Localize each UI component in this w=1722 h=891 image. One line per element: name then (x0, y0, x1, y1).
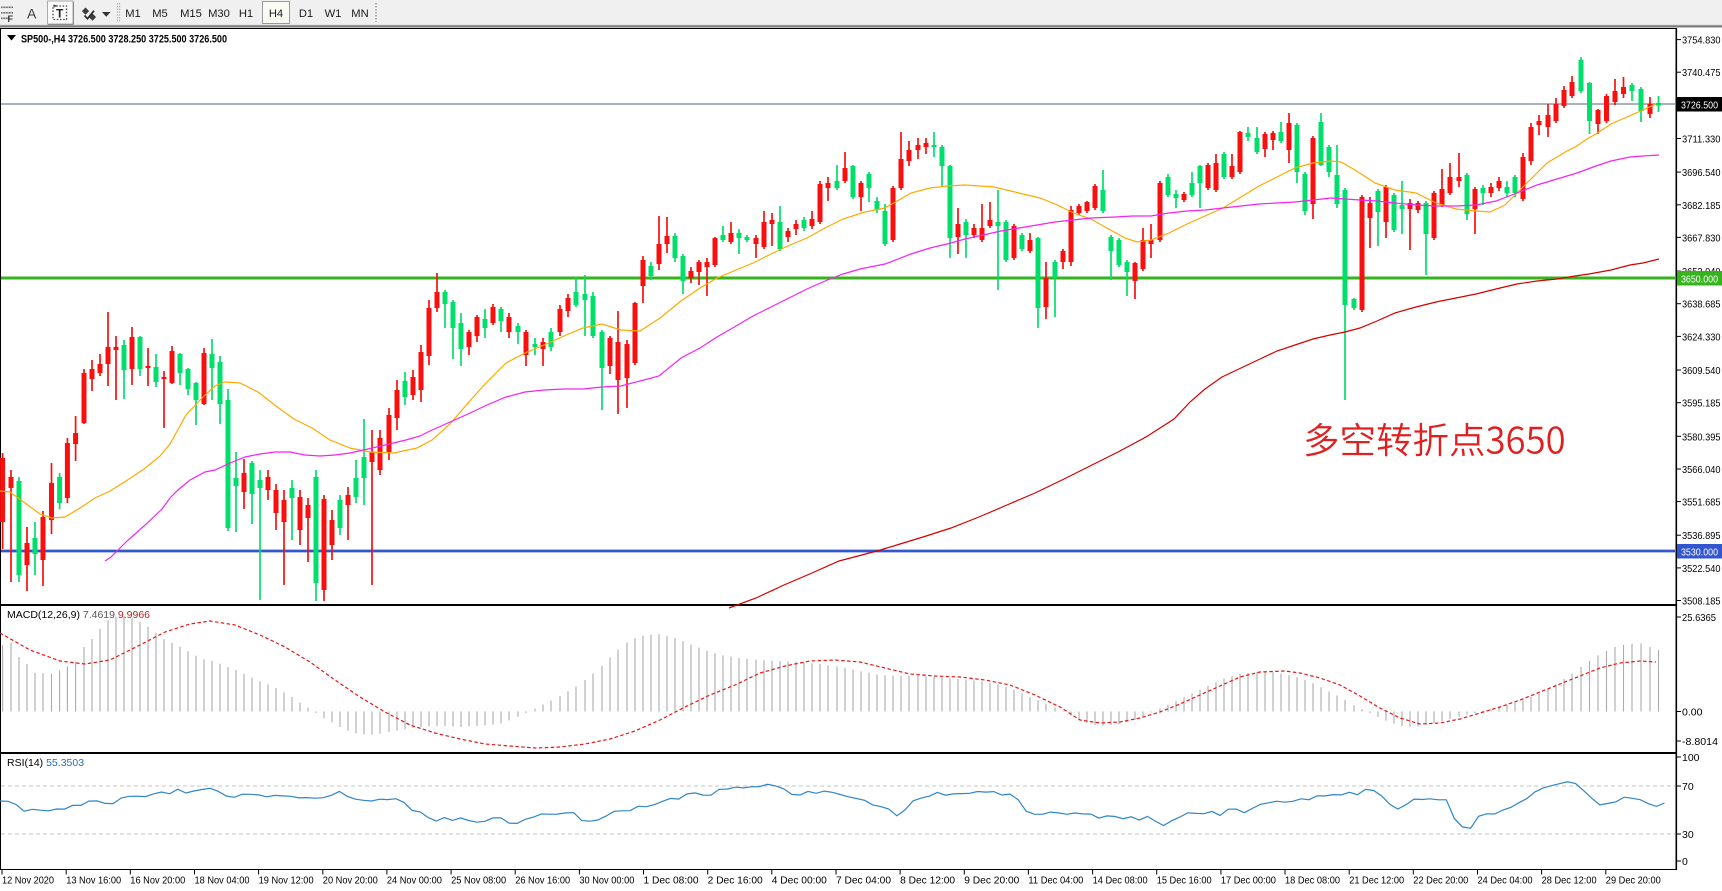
svg-text:3530.000: 3530.000 (1681, 547, 1718, 559)
svg-text:28 Dec 12:00: 28 Dec 12:00 (1542, 876, 1597, 887)
svg-text:3536.895: 3536.895 (1682, 530, 1721, 542)
svg-text:M1: M1 (125, 8, 141, 20)
svg-text:M30: M30 (208, 8, 230, 20)
svg-text:3711.330: 3711.330 (1682, 134, 1721, 146)
svg-text:3726.500: 3726.500 (1681, 100, 1718, 112)
svg-text:24 Dec 04:00: 24 Dec 04:00 (1478, 876, 1533, 887)
svg-text:24 Nov 00:00: 24 Nov 00:00 (387, 876, 442, 887)
svg-text:22 Dec 20:00: 22 Dec 20:00 (1413, 876, 1468, 887)
svg-text:17 Dec 00:00: 17 Dec 00:00 (1221, 876, 1276, 887)
svg-text:26 Nov 16:00: 26 Nov 16:00 (515, 876, 570, 887)
svg-text:30: 30 (1682, 829, 1694, 841)
svg-text:RSI(14) 55.3503: RSI(14) 55.3503 (7, 757, 84, 769)
svg-text:SP500-,H4 3726.500 3728.250 3: SP500-,H4 3726.500 3728.250 3725.500 372… (21, 34, 227, 46)
svg-text:21 Dec 12:00: 21 Dec 12:00 (1349, 876, 1404, 887)
svg-text:A: A (27, 6, 37, 22)
svg-text:12 Nov 2020: 12 Nov 2020 (2, 876, 54, 887)
svg-text:3508.185: 3508.185 (1682, 596, 1721, 608)
svg-text:1 Dec 08:00: 1 Dec 08:00 (644, 876, 699, 887)
svg-text:M15: M15 (180, 8, 202, 20)
svg-text:8 Dec 12:00: 8 Dec 12:00 (900, 876, 955, 887)
svg-text:D1: D1 (299, 8, 313, 20)
svg-text:H4: H4 (269, 8, 283, 20)
svg-text:T: T (56, 7, 64, 21)
svg-text:13 Nov 16:00: 13 Nov 16:00 (66, 876, 121, 887)
svg-text:70: 70 (1682, 781, 1694, 793)
svg-text:W1: W1 (325, 8, 342, 20)
svg-text:9 Dec 20:00: 9 Dec 20:00 (964, 876, 1019, 887)
svg-text:3650.000: 3650.000 (1681, 274, 1718, 286)
svg-text:30 Nov 00:00: 30 Nov 00:00 (579, 876, 634, 887)
svg-text:18 Nov 04:00: 18 Nov 04:00 (195, 876, 250, 887)
svg-text:3522.540: 3522.540 (1682, 563, 1721, 575)
svg-text:14 Dec 08:00: 14 Dec 08:00 (1093, 876, 1148, 887)
svg-text:2 Dec 16:00: 2 Dec 16:00 (708, 876, 763, 887)
svg-text:3609.540: 3609.540 (1682, 365, 1721, 377)
svg-text:3624.330: 3624.330 (1682, 331, 1721, 343)
svg-text:3566.040: 3566.040 (1682, 464, 1721, 476)
svg-text:3667.830: 3667.830 (1682, 232, 1721, 244)
svg-text:11 Dec 04:00: 11 Dec 04:00 (1028, 876, 1083, 887)
svg-text:3740.475: 3740.475 (1682, 67, 1721, 79)
svg-text:16 Nov 20:00: 16 Nov 20:00 (130, 876, 185, 887)
svg-text:4 Dec 00:00: 4 Dec 00:00 (772, 876, 827, 887)
svg-text:29 Dec 20:00: 29 Dec 20:00 (1606, 876, 1661, 887)
svg-text:18 Dec 08:00: 18 Dec 08:00 (1285, 876, 1340, 887)
svg-text:-8.8014: -8.8014 (1682, 736, 1718, 748)
svg-text:7 Dec 04:00: 7 Dec 04:00 (836, 876, 891, 887)
svg-text:M5: M5 (152, 8, 168, 20)
svg-text:0.00: 0.00 (1682, 707, 1703, 719)
svg-text:MN: MN (351, 8, 368, 20)
svg-text:3551.685: 3551.685 (1682, 497, 1721, 509)
svg-text:3754.830: 3754.830 (1682, 35, 1721, 47)
svg-text:25 Nov 08:00: 25 Nov 08:00 (451, 876, 506, 887)
svg-text:F: F (8, 14, 14, 24)
svg-text:MACD(12,26,9) 7.4619 9.9966: MACD(12,26,9) 7.4619 9.9966 (7, 609, 150, 621)
svg-text:25.6365: 25.6365 (1682, 612, 1716, 624)
svg-text:3682.185: 3682.185 (1682, 200, 1721, 212)
svg-text:20 Nov 20:00: 20 Nov 20:00 (323, 876, 378, 887)
svg-text:19 Nov 12:00: 19 Nov 12:00 (259, 876, 314, 887)
svg-text:3580.395: 3580.395 (1682, 431, 1721, 443)
svg-text:3696.540: 3696.540 (1682, 167, 1721, 179)
svg-text:3638.685: 3638.685 (1682, 299, 1721, 311)
svg-text:3595.185: 3595.185 (1682, 398, 1721, 410)
svg-text:H1: H1 (239, 8, 253, 20)
svg-text:0: 0 (1682, 856, 1688, 868)
svg-text:15 Dec 16:00: 15 Dec 16:00 (1157, 876, 1212, 887)
svg-text:100: 100 (1682, 752, 1700, 764)
